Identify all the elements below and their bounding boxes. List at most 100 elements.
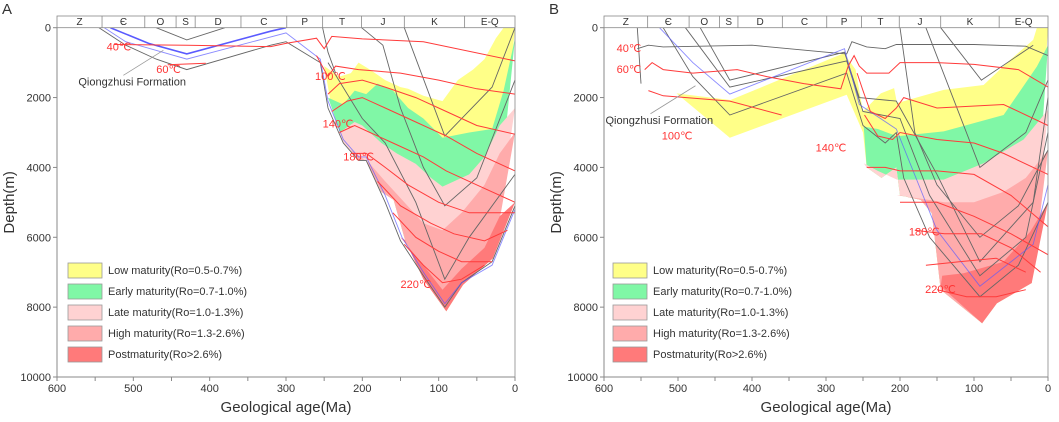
legend-swatch-late	[612, 304, 648, 321]
isotherm-line	[925, 257, 1027, 273]
formation-label: Qiongzhusi Formation	[605, 115, 713, 127]
isotherm-line	[331, 97, 516, 172]
qiongzhusi-formation-curve	[110, 26, 287, 55]
period-label: K	[431, 17, 438, 28]
period-label: P	[301, 17, 308, 28]
isotherm-line	[403, 243, 485, 284]
formation-leader-line	[650, 85, 696, 115]
panel-label: A	[2, 1, 12, 18]
y-tick-label: 4000	[574, 162, 598, 174]
period-label: C	[260, 17, 267, 28]
isotherm-label: 40℃	[107, 41, 132, 53]
period-label: Є	[120, 17, 127, 28]
isotherm-line	[339, 124, 516, 203]
legend-swatch-post	[67, 346, 103, 363]
burial-curve	[403, 27, 516, 137]
maturity-legend: Low maturity(Ro=0.5-0.7%) Early maturity(…	[612, 262, 792, 363]
isotherm-line	[936, 289, 1026, 298]
legend-label: Postmaturity(Ro>2.6%)	[653, 349, 767, 361]
legend-label: Late maturity(Ro=1.0-1.3%)	[653, 307, 788, 319]
x-tick-label: 500	[124, 383, 142, 395]
burial-curve	[322, 27, 337, 74]
burial-curve	[662, 27, 1049, 298]
x-tick-label: 500	[669, 383, 687, 395]
period-label: T	[339, 17, 345, 28]
isotherm-label: 140℃	[323, 118, 354, 130]
isotherm-line	[856, 72, 1049, 126]
isotherm-line	[914, 229, 1041, 273]
legend-swatch-high	[612, 325, 648, 342]
y-tick-label: 6000	[27, 232, 51, 244]
stratigraphic-period-bar: Z Є O S D C P T J K E-Q	[603, 15, 1049, 29]
y-tick-label: 8000	[27, 302, 51, 314]
legend-label: Low maturity(Ro=0.5-0.7%)	[108, 265, 242, 277]
period-label: Z	[623, 17, 629, 28]
isotherm-label: 100℃	[662, 130, 693, 142]
legend-swatch-low	[67, 262, 103, 279]
legend-label: Postmaturity(Ro>2.6%)	[108, 349, 222, 361]
period-label: O	[157, 17, 165, 28]
legend-swatch-late	[67, 304, 103, 321]
burial-curve	[637, 41, 1049, 57]
isotherm-line	[648, 90, 782, 116]
legend-label: High maturity(Ro=1.3-2.6%)	[653, 328, 790, 340]
burial-curve	[899, 27, 1049, 238]
legend-label: Early maturity(Ro=0.7-1.0%)	[653, 286, 792, 298]
formation-leader-line	[123, 49, 164, 76]
y-tick-label: 2000	[27, 93, 51, 105]
x-tick-label: 600	[48, 383, 66, 395]
y-tick-label: 10000	[567, 372, 598, 384]
period-label: Z	[76, 17, 82, 28]
x-tick-label: 300	[277, 383, 295, 395]
isotherm-label: 180℃	[343, 151, 374, 163]
isotherm-line	[377, 181, 508, 242]
isotherm-line	[167, 62, 206, 66]
period-label: O	[700, 17, 708, 28]
isotherm-line	[866, 166, 1049, 228]
legend-swatch-early	[67, 283, 103, 300]
burial-curve	[636, 27, 642, 84]
y-tick-label: 0	[45, 23, 51, 35]
x-tick-label: 400	[743, 383, 761, 395]
maturity-zone-post	[940, 202, 1048, 324]
y-tick-label: 10000	[20, 372, 51, 384]
isotherm-line	[316, 55, 516, 95]
period-label: D	[757, 17, 764, 28]
period-label: E-Q	[481, 17, 499, 28]
burial-curve	[361, 27, 516, 207]
x-tick-label: 0	[1045, 383, 1051, 395]
period-label: J	[917, 17, 922, 28]
x-axis-title: Geological age(Ma)	[761, 399, 892, 416]
x-tick-label: 300	[817, 383, 835, 395]
maturity-legend: Low maturity(Ro=0.5-0.7%) Early maturity(…	[67, 262, 247, 363]
x-tick-label: 400	[200, 383, 218, 395]
panel-label: B	[549, 1, 559, 18]
isotherm-label: 140℃	[816, 143, 847, 155]
formation-label: Qiongzhusi Formation	[78, 76, 186, 88]
isotherm-label: 60℃	[156, 64, 181, 76]
isotherm-label: 220℃	[925, 284, 956, 296]
isotherm-line	[114, 35, 516, 62]
isotherm-line	[644, 54, 1049, 90]
isotherm-line	[327, 79, 516, 135]
stratigraphic-period-bar: Z Є O S D C P T J K E-Q	[56, 15, 516, 29]
burial-curve	[156, 27, 226, 41]
y-axis-title: Depth(m)	[1, 171, 18, 234]
x-axis-title: Geological age(Ma)	[221, 399, 352, 416]
isotherm-label: 220℃	[401, 279, 432, 291]
legend-label: Early maturity(Ro=0.7-1.0%)	[108, 286, 247, 298]
period-label: Є	[665, 17, 672, 28]
period-label: T	[877, 17, 883, 28]
x-tick-label: 200	[353, 383, 371, 395]
period-label: K	[967, 17, 974, 28]
period-label: S	[182, 17, 189, 28]
period-label: D	[214, 17, 221, 28]
burial-curve	[98, 27, 516, 308]
period-label: J	[380, 17, 385, 28]
isotherm-line	[900, 201, 1049, 256]
legend-swatch-high	[67, 325, 103, 342]
legend-swatch-low	[612, 262, 648, 279]
burial-curve	[699, 27, 1049, 263]
